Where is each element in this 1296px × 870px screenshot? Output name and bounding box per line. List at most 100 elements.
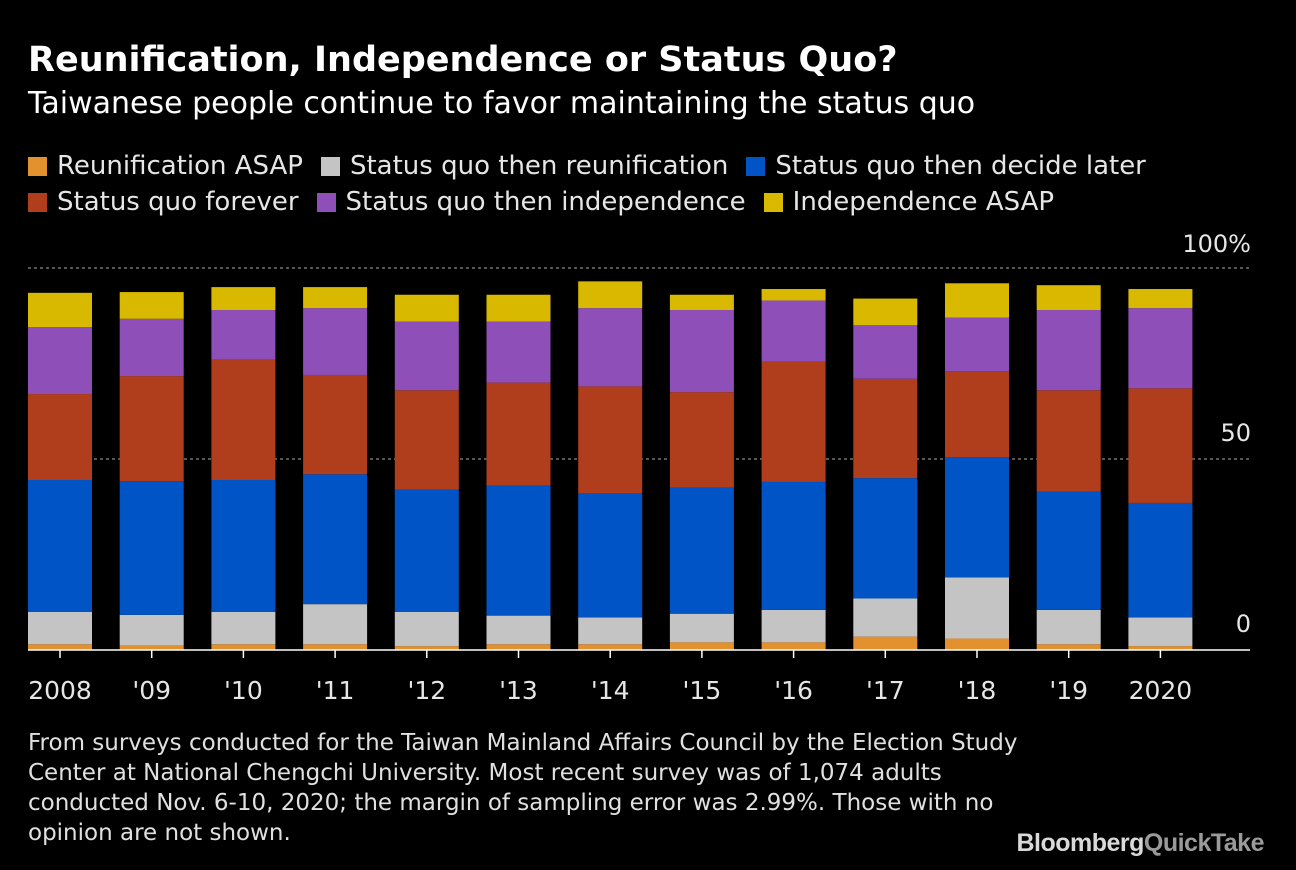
legend-label: Independence ASAP — [792, 187, 1055, 217]
bar-segment-reunification-asap — [303, 644, 368, 650]
x-tick-label: '11 — [316, 676, 355, 705]
bar-segment-status-quo-then-decide-later — [1128, 502, 1193, 618]
bar-segment-status-quo-forever — [1128, 388, 1193, 503]
bar-segment-independence-asap — [119, 292, 184, 319]
bar-segment-status-quo-then-decide-later — [486, 485, 551, 616]
bar-segment-status-quo-then-reunification — [28, 611, 92, 645]
legend-item-status-quo-forever: Status quo forever — [28, 187, 299, 217]
bar-segment-status-quo-then-independence — [394, 321, 459, 391]
bar-segment-status-quo-forever — [486, 382, 551, 486]
bar-segment-reunification-asap — [1128, 646, 1193, 650]
bar-segment-status-quo-then-reunification — [945, 577, 1009, 639]
bar-segment-status-quo-then-reunification — [394, 611, 459, 647]
bar-segment-status-quo-then-reunification — [578, 617, 643, 645]
x-tick-label: '18 — [958, 676, 997, 705]
legend-item-reunification-asap: Reunification ASAP — [28, 151, 303, 181]
bar-segment-reunification-asap — [211, 644, 276, 650]
stacked-bar-chart: 0 50 100% 2008 '09 '10 '11 '12 '13 '14 '15 '16 '17 '1… — [28, 230, 1251, 705]
bar-segment-status-quo-then-independence — [211, 310, 276, 360]
bar-segment-reunification-asap — [486, 644, 551, 650]
bar-segment-status-quo-then-independence — [853, 325, 918, 379]
legend-label: Status quo then independence — [345, 187, 746, 217]
bar-segment-status-quo-forever — [211, 359, 276, 481]
bar-segment-independence-asap — [945, 283, 1009, 318]
bar-segment-status-quo-then-reunification — [303, 604, 368, 645]
bar-segment-status-quo-then-reunification — [1036, 609, 1101, 645]
bar-segment-status-quo-forever — [669, 392, 734, 488]
legend-swatch — [316, 192, 336, 212]
chart-legend: Reunification ASAP Status quo then reuni… — [28, 148, 1268, 220]
bar-segment-status-quo-then-decide-later — [945, 457, 1009, 578]
legend-row-2: Status quo forever Status quo then indep… — [28, 184, 1268, 220]
chart-title: Reunification, Independence or Status Qu… — [28, 40, 898, 80]
bar-segment-independence-asap — [1036, 285, 1101, 311]
bar-segment-status-quo-forever — [394, 390, 459, 490]
bar-segment-reunification-asap — [119, 645, 184, 650]
x-tick-label: '17 — [866, 676, 905, 705]
bar-segment-independence-asap — [761, 289, 826, 301]
bar-segment-status-quo-forever — [578, 386, 643, 494]
source-footnote: From surveys conducted for the Taiwan Ma… — [28, 730, 1018, 846]
x-tick-label: '10 — [224, 676, 263, 705]
bar-segment-independence-asap — [211, 287, 276, 311]
bar-segment-status-quo-then-decide-later — [761, 481, 826, 610]
legend-item-status-quo-then-independence: Status quo then independence — [316, 187, 746, 217]
x-tick-label: '16 — [774, 676, 813, 705]
x-tick-label: '14 — [591, 676, 630, 705]
bar-segment-status-quo-then-decide-later — [853, 478, 918, 599]
bar-segment-status-quo-forever — [945, 371, 1009, 458]
legend-label: Status quo then decide later — [775, 151, 1146, 181]
bar-segment-independence-asap — [486, 294, 551, 322]
bar-segment-status-quo-then-decide-later — [669, 487, 734, 614]
bar-segment-reunification-asap — [761, 642, 826, 650]
brand-logo: BloombergQuickTake — [1016, 829, 1264, 858]
x-tick-label: '09 — [132, 676, 171, 705]
bar-segment-independence-asap — [394, 294, 459, 322]
x-tick-label: '15 — [683, 676, 722, 705]
bar-segment-status-quo-then-independence — [945, 317, 1009, 372]
bar-segment-status-quo-then-reunification — [853, 598, 918, 637]
bar-segment-independence-asap — [28, 292, 92, 328]
legend-swatch — [746, 156, 766, 176]
bar-segment-status-quo-forever — [119, 376, 184, 482]
legend-label: Status quo then reunification — [349, 151, 729, 181]
bar-segment-status-quo-then-independence — [578, 308, 643, 387]
legend-label: Status quo forever — [57, 187, 299, 217]
bar-segment-status-quo-then-reunification — [486, 615, 551, 645]
bar-segment-status-quo-then-reunification — [761, 609, 826, 643]
brand-part-2: QuickTake — [1143, 829, 1265, 857]
x-tick-label: '19 — [1049, 676, 1088, 705]
legend-swatch — [28, 192, 47, 212]
bar-segment-status-quo-then-independence — [119, 318, 184, 377]
bar-segment-status-quo-forever — [28, 394, 92, 481]
bar-segment-status-quo-then-reunification — [669, 613, 734, 643]
legend-item-independence-asap: Independence ASAP — [763, 187, 1055, 217]
bar-segment-status-quo-then-reunification — [119, 614, 184, 646]
bar-segment-status-quo-then-decide-later — [303, 474, 368, 605]
legend-item-status-quo-then-decide-later: Status quo then decide later — [746, 151, 1146, 181]
bar-segment-status-quo-forever — [1036, 390, 1101, 492]
bar-segment-status-quo-forever — [853, 378, 918, 479]
bar-segment-status-quo-forever — [761, 361, 826, 482]
bar-segment-status-quo-then-independence — [486, 321, 551, 383]
bar-segment-status-quo-then-decide-later — [211, 480, 276, 612]
legend-item-status-quo-then-reunification: Status quo then reunification — [320, 151, 729, 181]
bar-segment-status-quo-then-independence — [761, 300, 826, 362]
x-tick-label: 2008 — [28, 676, 92, 705]
bar-segment-status-quo-then-decide-later — [578, 493, 643, 618]
bar-segment-status-quo-then-independence — [28, 327, 92, 395]
y-tick-label: 100% — [1182, 230, 1251, 258]
x-tick-label: 2020 — [1129, 676, 1193, 705]
y-tick-label: 0 — [1236, 610, 1251, 638]
legend-row-1: Reunification ASAP Status quo then reuni… — [28, 148, 1268, 184]
bar-segment-status-quo-forever — [303, 374, 368, 475]
bar-segment-status-quo-then-decide-later — [119, 481, 184, 615]
bar-segment-independence-asap — [853, 298, 918, 326]
chart-subtitle: Taiwanese people continue to favor maint… — [28, 86, 976, 121]
bar-segment-reunification-asap — [853, 636, 918, 650]
bar-segment-status-quo-then-decide-later — [28, 480, 92, 612]
bar-segment-status-quo-then-decide-later — [394, 489, 459, 612]
y-tick-label: 50 — [1220, 419, 1251, 447]
bar-segment-status-quo-then-reunification — [1128, 617, 1193, 647]
bar-segment-independence-asap — [1128, 289, 1193, 309]
